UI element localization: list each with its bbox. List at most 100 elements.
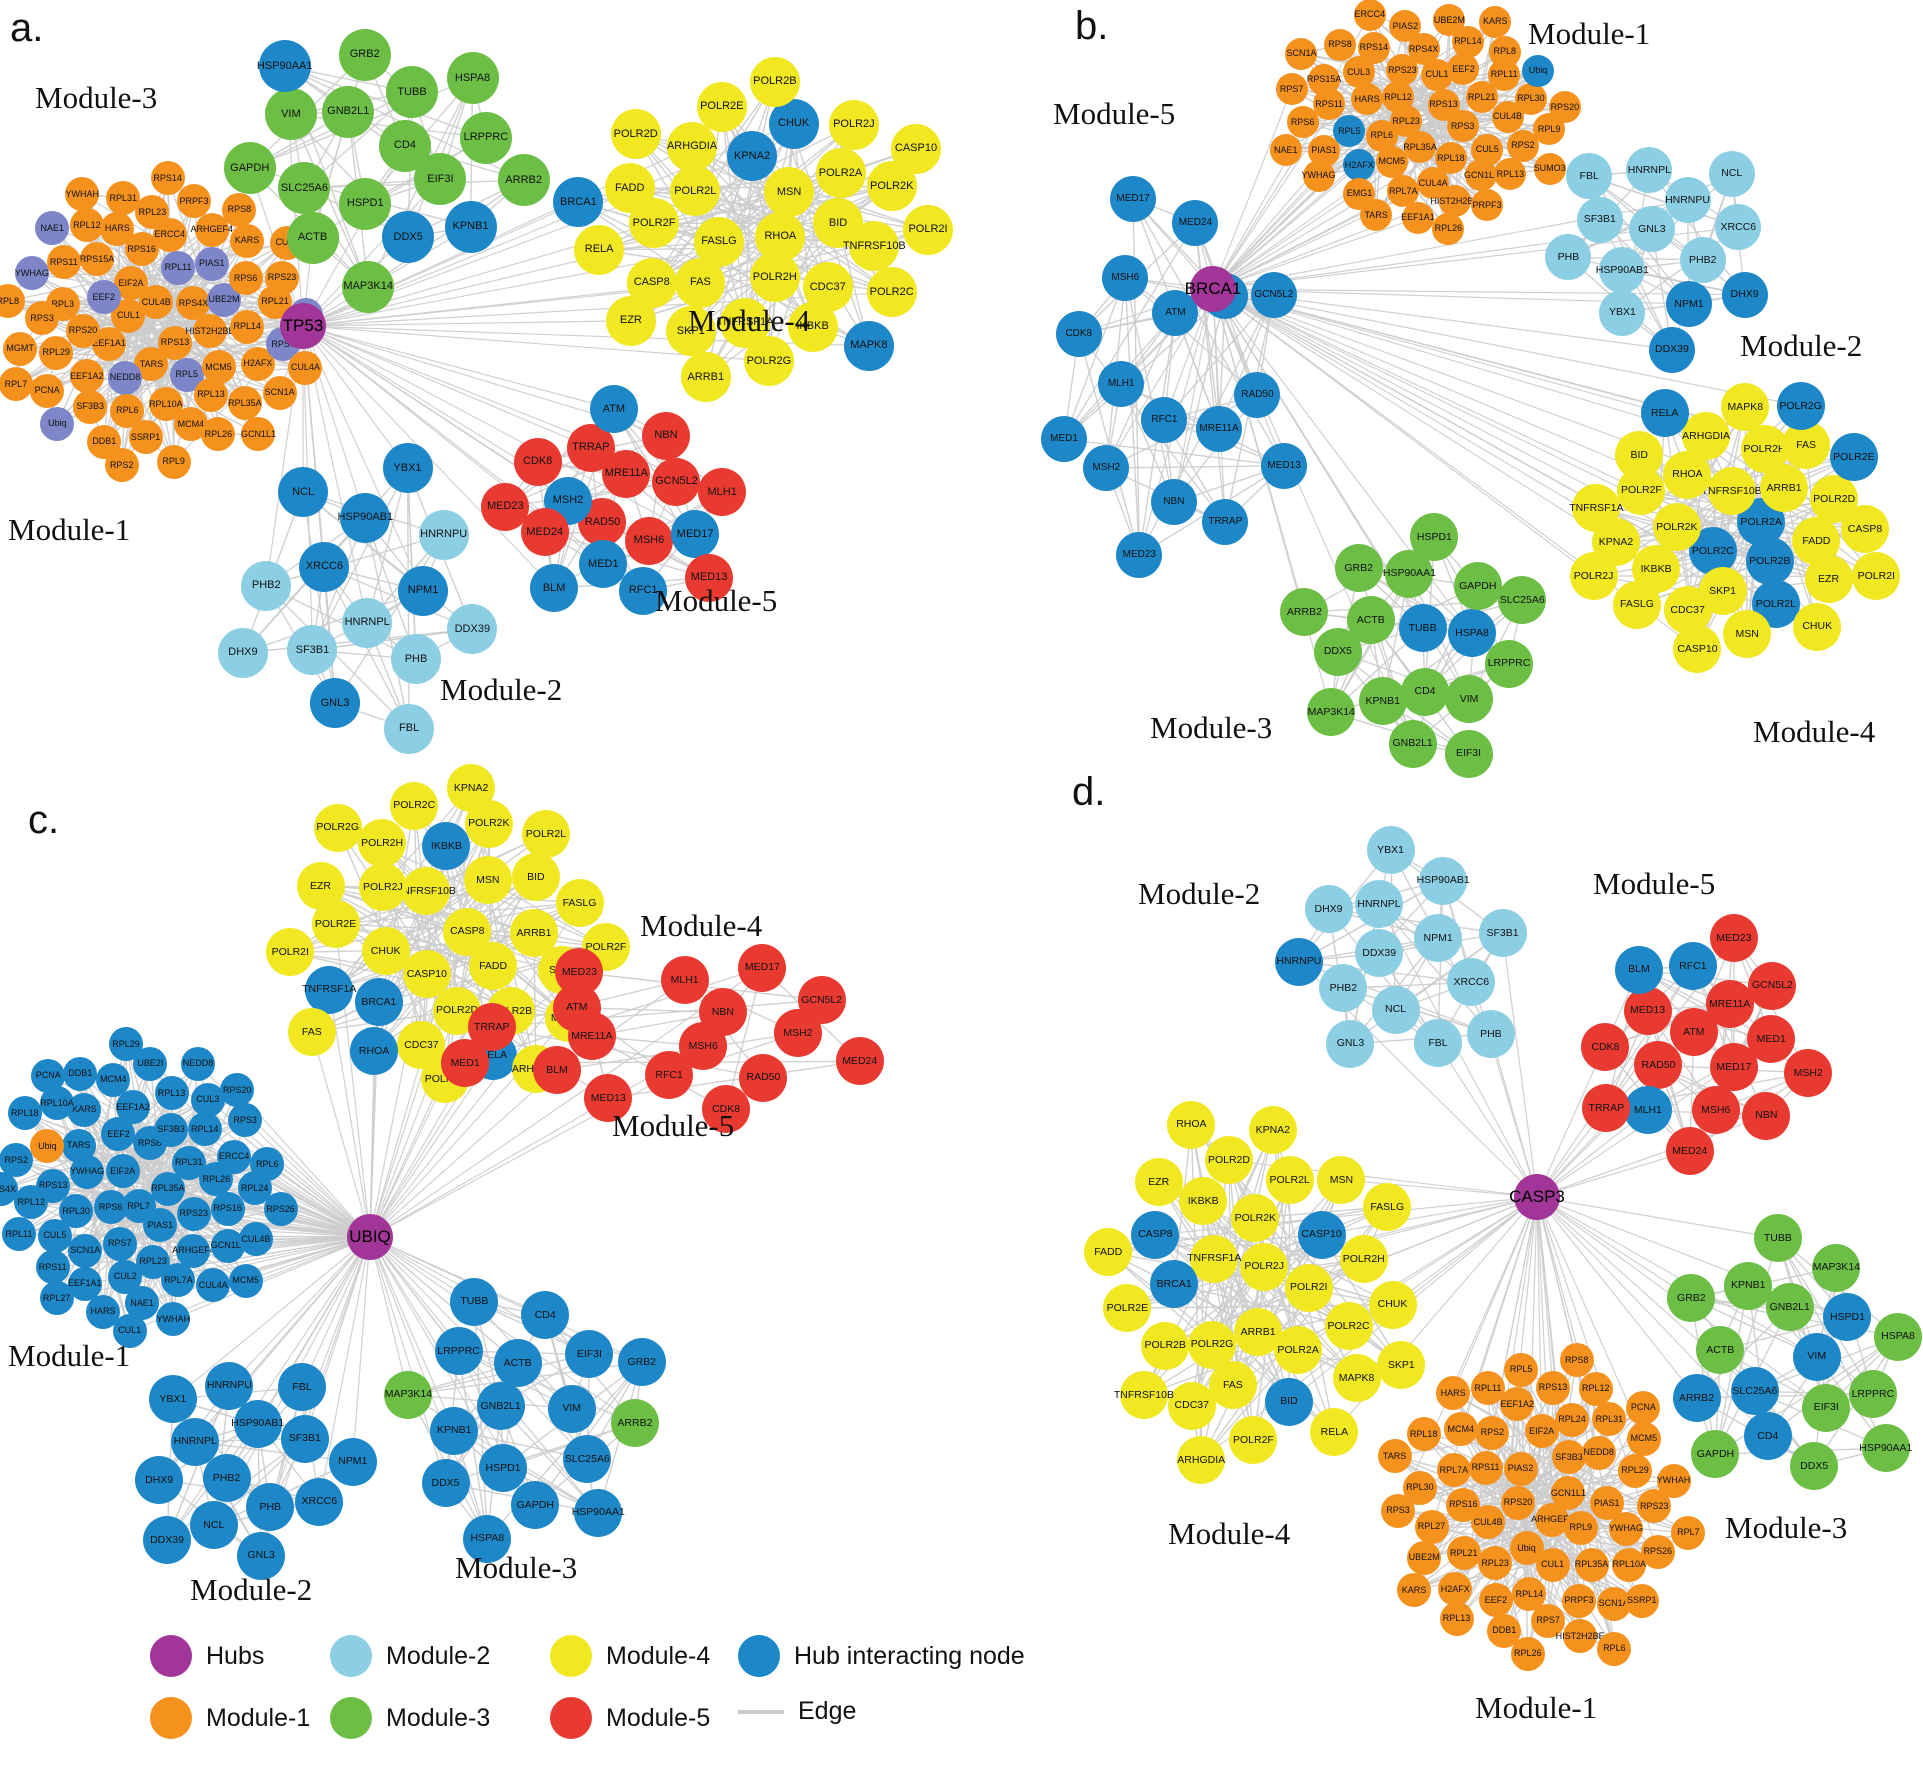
node-brca1[interactable]: BRCA1 — [354, 978, 403, 1027]
node-med23[interactable]: MED23 — [481, 482, 530, 531]
node-kpnb1[interactable]: KPNB1 — [430, 1406, 479, 1455]
node-rpl27[interactable]: RPL27 — [1414, 1509, 1449, 1544]
node-fas[interactable]: FAS — [1782, 421, 1831, 470]
node-rps20[interactable]: RPS20 — [1548, 91, 1581, 124]
node-gnb2l1[interactable]: GNB2L1 — [1388, 719, 1437, 768]
node-rps3[interactable]: RPS3 — [25, 301, 60, 336]
node-rps7[interactable]: RPS7 — [1275, 73, 1308, 106]
node-nae1[interactable]: NAE1 — [1269, 134, 1302, 167]
node-gnl3[interactable]: GNL3 — [1628, 206, 1675, 253]
node-rps20[interactable]: RPS20 — [66, 313, 100, 348]
node-polr2a[interactable]: POLR2A — [815, 148, 866, 199]
node-eef2[interactable]: EEF2 — [1447, 53, 1480, 86]
node-gcn5l2[interactable]: GCN5L2 — [1250, 271, 1297, 318]
node-lrpprc[interactable]: LRPPRC — [1485, 639, 1534, 688]
node-slc25a6[interactable]: SLC25A6 — [1730, 1367, 1779, 1416]
node-h2afx[interactable]: H2AFX — [1343, 149, 1376, 182]
node-prpf3[interactable]: PRPF3 — [176, 184, 211, 219]
node-bid[interactable]: BID — [1265, 1377, 1314, 1426]
node-msn[interactable]: MSN — [1723, 609, 1772, 658]
node-sf3b3[interactable]: SF3B3 — [154, 1112, 189, 1147]
node-vim[interactable]: VIM — [1792, 1332, 1841, 1381]
node-gapdh[interactable]: GAPDH — [223, 142, 276, 195]
node-kars[interactable]: KARS — [1397, 1573, 1432, 1608]
node-kpna2[interactable]: KPNA2 — [727, 131, 778, 182]
node-nae1[interactable]: NAE1 — [35, 211, 70, 246]
node-rpl7a[interactable]: RPL7A — [1436, 1453, 1471, 1488]
node-mre11a[interactable]: MRE11A — [1705, 980, 1754, 1029]
node-rpl14[interactable]: RPL14 — [187, 1112, 222, 1147]
node-polr2j[interactable]: POLR2J — [828, 99, 879, 150]
node-gnb2l1[interactable]: GNB2L1 — [322, 85, 375, 138]
node-rps6[interactable]: RPS6 — [93, 1190, 128, 1225]
node-mapk8[interactable]: MAPK8 — [1721, 382, 1770, 431]
node-mcm5[interactable]: MCM5 — [228, 1263, 263, 1298]
node-chuk[interactable]: CHUK — [1368, 1280, 1417, 1329]
node-ube2m[interactable]: UBE2M — [1433, 4, 1466, 37]
node-hnrnpu[interactable]: HNRNPU — [1664, 177, 1711, 224]
node-polr2g[interactable]: POLR2G — [313, 803, 362, 852]
node-chuk[interactable]: CHUK — [1793, 602, 1842, 651]
node-polr2i[interactable]: POLR2I — [1284, 1263, 1333, 1312]
node-rps14[interactable]: RPS14 — [1357, 31, 1390, 64]
node-tnfrsf1a[interactable]: TNFRSF1A — [1569, 483, 1623, 532]
node-tars[interactable]: TARS — [1360, 199, 1393, 231]
node-sf3b1[interactable]: SF3B1 — [1478, 909, 1527, 958]
node-rpl9[interactable]: RPL9 — [156, 444, 191, 479]
node-cul5[interactable]: CUL5 — [37, 1218, 72, 1253]
node-polr2k[interactable]: POLR2K — [1231, 1193, 1280, 1242]
node-cul4a[interactable]: CUL4A — [288, 350, 323, 385]
node-fadd[interactable]: FADD — [469, 942, 518, 991]
node-msn[interactable]: MSN — [463, 856, 512, 905]
node-rad50[interactable]: RAD50 — [1234, 372, 1281, 419]
node-mgmt[interactable]: MGMT — [3, 331, 38, 366]
node-med1[interactable]: MED1 — [1747, 1015, 1796, 1064]
node-bid[interactable]: BID — [1615, 431, 1664, 480]
node-rpl26[interactable]: RPL26 — [1432, 212, 1465, 245]
node-map3k14[interactable]: MAP3K14 — [1812, 1243, 1861, 1292]
node-polr2c[interactable]: POLR2C — [390, 781, 439, 830]
node-hsp90aa1[interactable]: HSP90AA1 — [257, 40, 313, 93]
node-prpf3[interactable]: PRPF3 — [1471, 189, 1504, 222]
node-rpl26[interactable]: RPL26 — [201, 417, 236, 452]
node-grb2[interactable]: GRB2 — [1334, 543, 1383, 592]
node-lrpprc[interactable]: LRPPRC — [434, 1326, 483, 1375]
node-ybx1[interactable]: YBX1 — [382, 443, 433, 494]
node-rpl11[interactable]: RPL11 — [1470, 1371, 1505, 1406]
node-hspd1[interactable]: HSPD1 — [1410, 513, 1459, 562]
node-phb[interactable]: PHB — [246, 1483, 295, 1532]
node-kpnb1[interactable]: KPNB1 — [444, 200, 497, 253]
node-kars[interactable]: KARS — [1479, 5, 1512, 38]
node-slc25a6[interactable]: SLC25A6 — [278, 162, 331, 215]
node-polr2i[interactable]: POLR2I — [266, 928, 315, 977]
node-tnfrsf10b[interactable]: TNFRSF10B — [1702, 467, 1762, 516]
node-rps26[interactable]: RPS26 — [1640, 1534, 1675, 1569]
node-casp10[interactable]: CASP10 — [1673, 624, 1722, 673]
node-hars[interactable]: HARS — [1436, 1376, 1471, 1411]
node-kpnb1[interactable]: KPNB1 — [1724, 1261, 1773, 1310]
node-nedd8[interactable]: NEDD8 — [1581, 1435, 1616, 1470]
node-fbl[interactable]: FBL — [1566, 153, 1613, 200]
node-npm1[interactable]: NPM1 — [328, 1437, 377, 1486]
node-med1[interactable]: MED1 — [441, 1038, 490, 1087]
node-ddx39[interactable]: DDX39 — [1648, 326, 1695, 373]
node-polr2k[interactable]: POLR2K — [1652, 502, 1701, 551]
node-pias1[interactable]: PIAS1 — [143, 1208, 178, 1243]
node-rps2[interactable]: RPS2 — [1475, 1415, 1510, 1450]
node-arhgdia[interactable]: ARHGDIA — [667, 121, 717, 172]
node-rpl8[interactable]: RPL8 — [1488, 35, 1521, 68]
node-phb[interactable]: PHB — [1545, 234, 1592, 281]
node-rpl24[interactable]: RPL24 — [1555, 1402, 1590, 1437]
node-trrap[interactable]: TRRAP — [1202, 499, 1249, 546]
node-rps2[interactable]: RPS2 — [0, 1143, 34, 1178]
node-prpf3[interactable]: PRPF3 — [1562, 1583, 1597, 1618]
hub-node-brca1[interactable]: BRCA1 — [1185, 266, 1241, 312]
node-ercc4[interactable]: ERCC4 — [217, 1139, 252, 1174]
node-rps20[interactable]: RPS20 — [220, 1073, 255, 1108]
node-polr2d[interactable]: POLR2D — [1204, 1136, 1253, 1185]
node-polr2g[interactable]: POLR2G — [1188, 1320, 1236, 1369]
node-map3k14[interactable]: MAP3K14 — [1307, 688, 1356, 737]
node-rps7[interactable]: RPS7 — [1531, 1603, 1566, 1638]
node-arhgdia[interactable]: ARHGDIA — [1177, 1435, 1226, 1484]
node-fas[interactable]: FAS — [287, 1007, 336, 1056]
